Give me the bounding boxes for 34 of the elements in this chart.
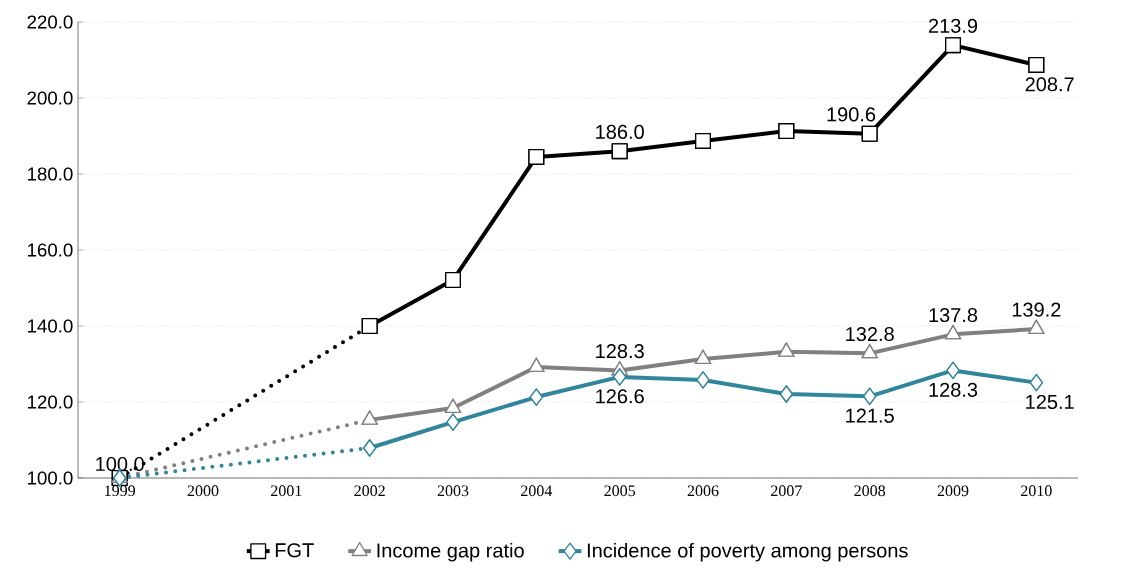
y-tick-label: 180.0 <box>28 167 73 181</box>
x-tick-label: 2009 <box>937 485 969 497</box>
x-tick-label: 2010 <box>1021 485 1052 497</box>
y-tick-label: 100.0 <box>28 471 73 485</box>
x-tick-label: 2000 <box>187 485 219 497</box>
data-label: 128.3 <box>596 344 644 359</box>
y-tick-label: 220.0 <box>27 15 73 29</box>
data-label: 190.6 <box>827 107 876 122</box>
data-label: 186.0 <box>596 124 644 139</box>
data-label: 128.3 <box>929 382 978 397</box>
y-tick-label: 160.0 <box>28 243 73 257</box>
x-tick-label: 1999 <box>105 485 136 497</box>
y-tick-label: 200.0 <box>27 91 73 105</box>
x-tick-label: 2002 <box>354 485 385 497</box>
x-tick-label: 2008 <box>854 485 886 497</box>
data-label: 121.5 <box>846 408 894 423</box>
legend-label: Incidence of poverty among persons <box>587 542 908 562</box>
x-tick-label: 2007 <box>771 485 802 497</box>
x-tick-label: 2006 <box>687 485 719 497</box>
x-tick-label: 2003 <box>437 485 469 497</box>
y-tick-label: 140.0 <box>28 319 73 333</box>
data-label: 126.6 <box>596 389 644 404</box>
legend-label: FGT <box>275 543 314 558</box>
y-tick-label: 120.0 <box>28 395 73 409</box>
data-label: 137.8 <box>929 307 978 323</box>
data-label: 213.9 <box>928 18 978 33</box>
data-label: 132.8 <box>846 326 894 342</box>
x-tick-label: 2001 <box>271 485 302 497</box>
x-tick-label: 2005 <box>604 485 636 497</box>
legend-label: Income gap ratio <box>377 542 524 562</box>
data-label: 208.7 <box>1025 77 1074 92</box>
data-label: 125.1 <box>1026 394 1074 410</box>
x-tick-label: 2004 <box>521 485 553 497</box>
data-label: 139.2 <box>1012 302 1061 317</box>
